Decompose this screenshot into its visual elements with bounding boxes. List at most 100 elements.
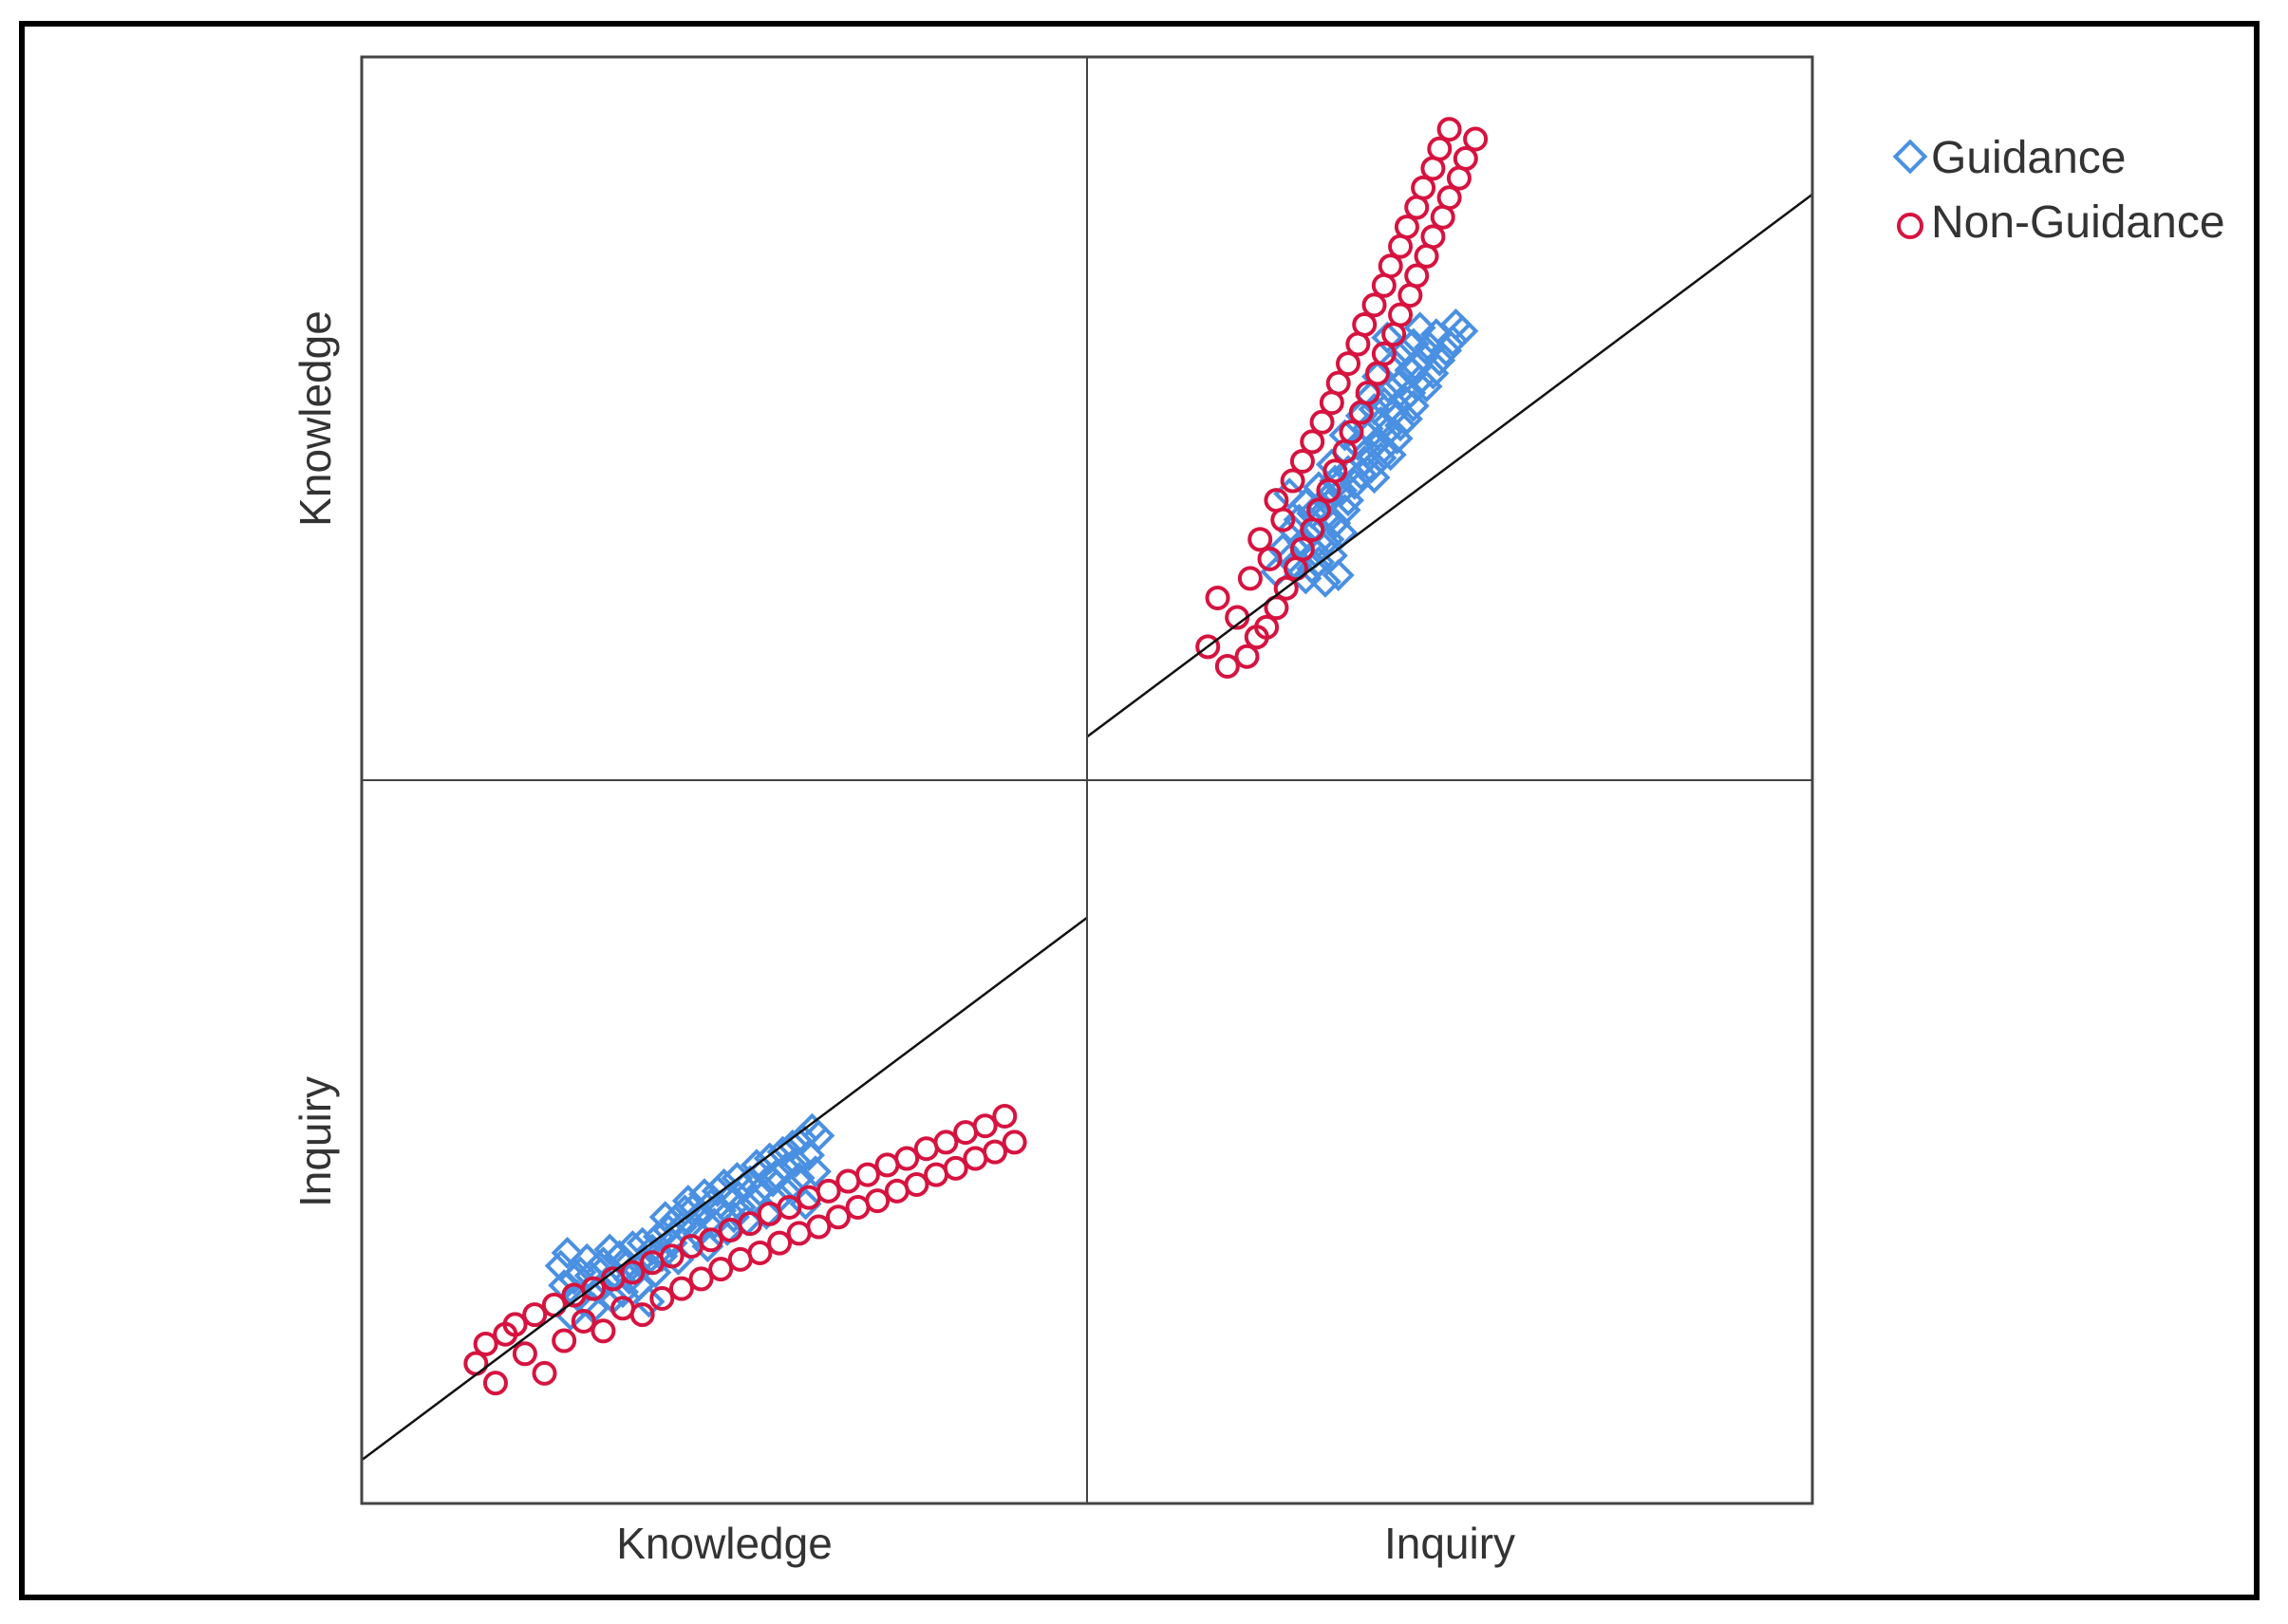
data-point-non-guidance: [1257, 546, 1283, 571]
panel-lower-left: [361, 916, 1088, 1462]
data-point-guidance: [802, 1119, 835, 1152]
data-point-non-guidance: [1325, 370, 1351, 396]
data-point-non-guidance: [1336, 351, 1361, 377]
circle-marker-icon: [1897, 213, 1923, 239]
data-point-non-guidance: [668, 1276, 694, 1301]
data-point-non-guidance: [1002, 1129, 1027, 1155]
chart-frame: Knowledge Inquiry Knowledge Inquiry Guid…: [19, 21, 2260, 1600]
data-point-non-guidance: [972, 1113, 998, 1139]
data-point-non-guidance: [1195, 634, 1221, 660]
data-point-non-guidance: [1463, 126, 1489, 152]
data-point-guidance: [707, 1167, 741, 1201]
data-point-non-guidance: [502, 1312, 528, 1337]
fit-line-lower-left: [361, 916, 1088, 1462]
data-point-non-guidance: [738, 1211, 763, 1237]
data-point-guidance: [626, 1226, 659, 1260]
diamond-marker-icon: [1892, 139, 1928, 175]
data-point-non-guidance: [1264, 488, 1289, 513]
data-point-guidance: [1325, 516, 1359, 550]
data-point-non-guidance: [816, 1178, 841, 1204]
data-point-non-guidance: [943, 1155, 968, 1181]
data-point-guidance: [798, 1155, 832, 1188]
data-point-non-guidance: [1214, 653, 1240, 679]
data-point-non-guidance: [473, 1331, 498, 1356]
data-point-guidance: [773, 1171, 806, 1204]
data-point-non-guidance: [1306, 497, 1332, 523]
data-point-non-guidance: [532, 1360, 557, 1386]
data-point-non-guidance: [1234, 644, 1260, 669]
data-point-non-guidance: [1436, 117, 1462, 142]
data-point-guidance: [1332, 484, 1365, 517]
data-point-non-guidance: [649, 1285, 675, 1311]
data-point-non-guidance: [1322, 458, 1348, 484]
data-point-non-guidance: [522, 1302, 548, 1328]
data-point-non-guidance: [933, 1129, 959, 1155]
scatterplot-matrix: Knowledge Inquiry Knowledge Inquiry Guid…: [291, 55, 2225, 1568]
data-point-non-guidance: [1411, 175, 1436, 200]
data-point-non-guidance: [1371, 341, 1397, 366]
data-point-non-guidance: [825, 1204, 851, 1230]
data-point-non-guidance: [1355, 380, 1380, 405]
data-point-non-guidance: [1289, 536, 1315, 562]
data-point-guidance: [1276, 513, 1309, 546]
data-point-non-guidance: [1388, 302, 1414, 327]
data-point-guidance: [629, 1246, 663, 1279]
data-point-non-guidance: [1300, 429, 1325, 455]
data-point-non-guidance: [552, 1328, 577, 1353]
data-point-non-guidance: [1436, 185, 1462, 211]
data-point-non-guidance: [1427, 136, 1453, 161]
data-point-non-guidance: [541, 1292, 567, 1317]
data-point-non-guidance: [512, 1341, 537, 1367]
data-point-non-guidance: [1404, 263, 1430, 289]
data-point-non-guidance: [1394, 215, 1419, 240]
data-point-non-guidance: [1309, 409, 1335, 435]
data-point-non-guidance: [854, 1162, 880, 1187]
data-point-guidance: [1394, 376, 1427, 409]
data-point-non-guidance: [708, 1257, 734, 1282]
data-point-non-guidance: [1352, 311, 1378, 337]
data-point-non-guidance: [806, 1214, 832, 1240]
data-point-non-guidance: [992, 1103, 1018, 1129]
data-point-non-guidance: [904, 1171, 929, 1197]
data-point-non-guidance: [767, 1230, 793, 1256]
data-point-non-guidance: [1289, 448, 1315, 474]
data-point-guidance: [1344, 457, 1378, 491]
data-point-guidance: [1397, 389, 1430, 422]
fit-line-upper-right: [1086, 193, 1813, 738]
data-marks: [361, 117, 1813, 1462]
legend-item-guidance: Guidance: [1892, 133, 2126, 183]
col-label-knowledge: Knowledge: [616, 1519, 833, 1568]
legend-label-guidance: Guidance: [1931, 133, 2126, 183]
legend: Guidance Non-Guidance: [1892, 133, 2225, 248]
data-point-guidance: [1403, 364, 1436, 397]
data-point-guidance: [782, 1162, 816, 1195]
data-point-non-guidance: [1339, 420, 1364, 445]
data-point-non-guidance: [1205, 585, 1230, 610]
data-point-non-guidance: [1453, 146, 1478, 172]
data-point-non-guidance: [1273, 575, 1299, 601]
data-point-guidance: [1273, 477, 1306, 511]
data-point-guidance: [1387, 337, 1420, 370]
data-point-non-guidance: [581, 1276, 607, 1301]
data-point-non-guidance: [1247, 527, 1273, 552]
data-point-guidance: [769, 1151, 802, 1185]
data-point-non-guidance: [1237, 566, 1263, 591]
data-point-guidance: [1397, 327, 1430, 361]
data-point-guidance: [596, 1282, 629, 1315]
data-point-non-guidance: [591, 1318, 616, 1344]
row-label-knowledge: Knowledge: [291, 310, 340, 527]
data-point-non-guidance: [865, 1188, 891, 1214]
data-point-non-guidance: [1280, 468, 1305, 494]
data-point-guidance: [1312, 480, 1345, 513]
legend-label-non-guidance: Non-Guidance: [1931, 197, 2225, 248]
data-point-non-guidance: [1361, 292, 1387, 318]
data-point-guidance: [593, 1233, 627, 1266]
data-point-non-guidance: [463, 1351, 489, 1376]
data-point-non-guidance: [698, 1227, 723, 1253]
panel-upper-right: [1086, 117, 1813, 738]
data-point-non-guidance: [571, 1308, 596, 1334]
data-point-non-guidance: [620, 1260, 646, 1285]
data-point-guidance: [685, 1197, 718, 1230]
data-point-guidance: [632, 1285, 666, 1318]
data-point-non-guidance: [629, 1302, 655, 1328]
